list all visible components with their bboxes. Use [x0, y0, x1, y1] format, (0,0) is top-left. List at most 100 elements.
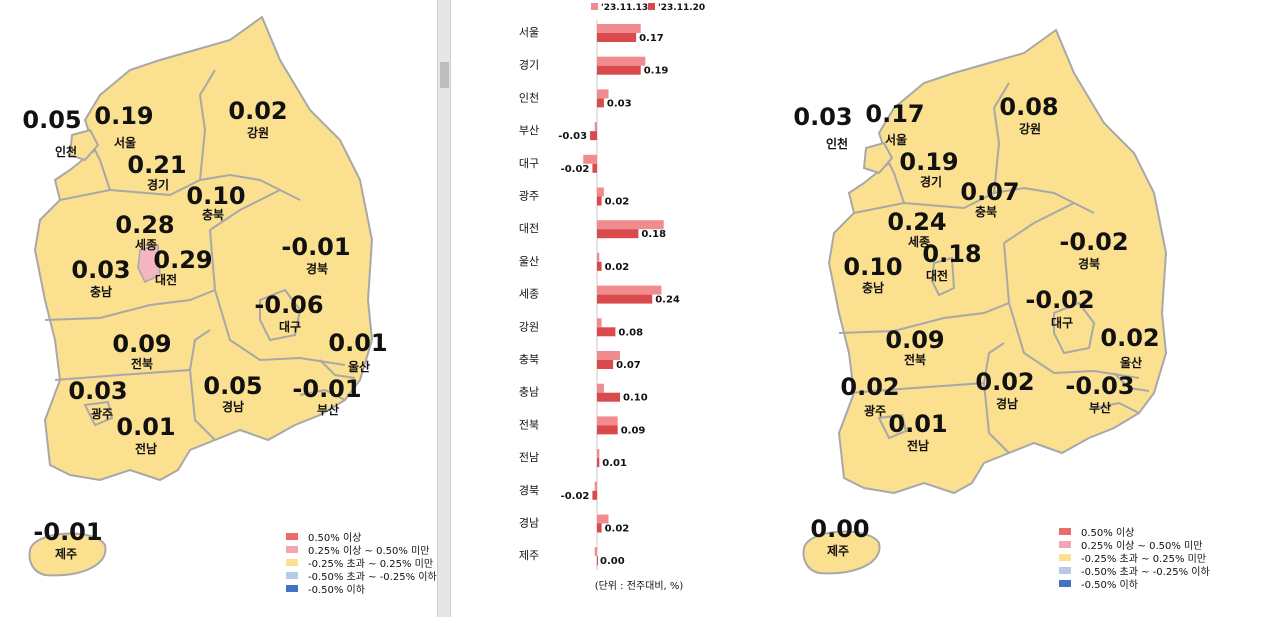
data-label: 0.00 — [600, 556, 625, 567]
weekly-change-bar-chart: '23.11.13 '23.11.20 서울 0.17 경기 0.19 인천 0.03 부산 -0… — [451, 0, 781, 617]
legend-label: 0.25% 이상 ~ 0.50% 미만 — [1081, 541, 1203, 552]
legend-swatch — [286, 559, 298, 566]
bar-prev — [597, 383, 604, 393]
category-label: 충남 — [519, 386, 539, 399]
region-name: 인천 — [55, 144, 77, 159]
category-label: 대전 — [519, 222, 539, 235]
region-value: 0.09 — [885, 326, 944, 354]
bar-prev — [597, 56, 646, 66]
region-value: 0.19 — [94, 102, 153, 130]
data-label: -0.02 — [561, 491, 590, 502]
category-label: 대구 — [519, 157, 539, 170]
region-name: 경남 — [222, 399, 244, 414]
incheon-island — [862, 141, 894, 175]
region-value: 0.03 — [71, 256, 130, 284]
region-value: -0.06 — [254, 291, 323, 319]
region-value: 0.21 — [127, 151, 186, 179]
region-name: 경기 — [920, 174, 942, 189]
bar-curr — [592, 163, 597, 173]
bar-curr — [597, 98, 604, 108]
category-label: 울산 — [519, 255, 539, 268]
bar-prev — [597, 187, 604, 197]
incheon-island — [68, 128, 100, 162]
map-panel-previous: 0.05 인천 0.19 서울 0.02 강원 0.21 경기 0.10 충북 0.28 세종 0.29… — [0, 0, 437, 617]
region-value: 0.24 — [887, 208, 946, 236]
data-label: 0.08 — [618, 327, 643, 338]
region-name: 충남 — [862, 280, 884, 295]
region-value: -0.02 — [1025, 286, 1094, 314]
category-label: 전남 — [519, 451, 539, 464]
region-name: 충북 — [975, 204, 997, 219]
region-value: 0.00 — [810, 515, 869, 543]
data-label: 0.18 — [641, 229, 666, 240]
legend-label-curr: '23.11.20 — [658, 3, 705, 13]
legend-label: -0.25% 초과 ~ 0.25% 미만 — [308, 559, 434, 570]
legend-item: 0.25% 이상 ~ 0.50% 미만 — [1059, 538, 1210, 552]
region-name: 제주 — [827, 544, 849, 558]
region-value: 0.10 — [186, 182, 245, 210]
bar-curr — [597, 425, 618, 435]
region-value: 0.03 — [68, 377, 127, 405]
legend-item: -0.50% 이하 — [286, 582, 437, 596]
region-name: 충남 — [90, 284, 112, 299]
legend-item: -0.25% 초과 ~ 0.25% 미만 — [286, 556, 437, 570]
region-value: 0.29 — [153, 246, 212, 274]
map-shapes — [802, 28, 1168, 575]
bar-curr — [592, 490, 597, 500]
category-label: 광주 — [519, 190, 539, 203]
data-label: 0.01 — [602, 458, 627, 469]
region-value: 0.01 — [116, 413, 175, 441]
bar-prev — [597, 220, 664, 230]
bar-curr — [597, 458, 600, 468]
region-name: 대전 — [926, 268, 948, 283]
panel-divider-scrollbar[interactable] — [437, 0, 451, 617]
data-label: 0.02 — [605, 197, 630, 208]
bar-curr — [597, 196, 602, 206]
bar-prev — [594, 122, 597, 132]
bar-prev — [597, 449, 600, 459]
legend-label-prev: '23.11.13 — [601, 3, 648, 13]
scrollbar-thumb[interactable] — [440, 62, 449, 88]
legend-label: -0.50% 초과 ~ -0.25% 이하 — [1081, 567, 1210, 578]
legend-item: 0.50% 이상 — [1059, 525, 1210, 539]
legend-swatch — [1059, 528, 1071, 535]
region-value: 0.09 — [112, 330, 171, 358]
region-name: 제주 — [55, 547, 77, 561]
legend-label: 0.50% 이상 — [308, 533, 362, 544]
legend-label: 0.50% 이상 — [1081, 528, 1135, 539]
data-label: 0.09 — [621, 425, 646, 436]
region-value: 0.02 — [975, 368, 1034, 396]
bar-prev — [594, 481, 597, 491]
region-name: 전남 — [907, 438, 929, 453]
bar-curr — [597, 261, 602, 271]
legend-label: 0.25% 이상 ~ 0.50% 미만 — [308, 546, 430, 557]
region-name: 충북 — [202, 207, 224, 222]
legend-swatch — [286, 546, 298, 553]
region-value: -0.03 — [1065, 372, 1134, 400]
data-label: 0.07 — [616, 360, 641, 371]
bar-curr — [597, 65, 641, 75]
region-name: 강원 — [1019, 122, 1041, 136]
bar-prev — [597, 416, 618, 426]
region-value: 0.01 — [328, 329, 387, 357]
legend-item: 0.25% 이상 ~ 0.50% 미만 — [286, 543, 437, 557]
region-name: 세종 — [135, 237, 157, 252]
bar-prev — [597, 351, 620, 360]
legend-item: -0.50% 초과 ~ -0.25% 이하 — [1059, 564, 1210, 578]
bar-curr — [597, 327, 616, 337]
bar-prev — [594, 547, 597, 557]
bar-chart-svg: '23.11.13 '23.11.20 서울 0.17 경기 0.19 인천 0.03 부산 -0… — [519, 3, 705, 592]
unit-note: (단위 : 전주대비, %) — [595, 579, 684, 592]
bar-prev — [597, 318, 602, 328]
region-value: 0.05 — [22, 106, 81, 134]
data-label: 0.03 — [607, 98, 632, 109]
region-name: 세종 — [908, 234, 930, 249]
region-name: 대구 — [279, 320, 301, 334]
bar-prev — [597, 514, 609, 524]
bar-curr — [597, 523, 602, 533]
region-value: 0.02 — [228, 97, 287, 125]
region-value: 0.02 — [1100, 324, 1159, 352]
